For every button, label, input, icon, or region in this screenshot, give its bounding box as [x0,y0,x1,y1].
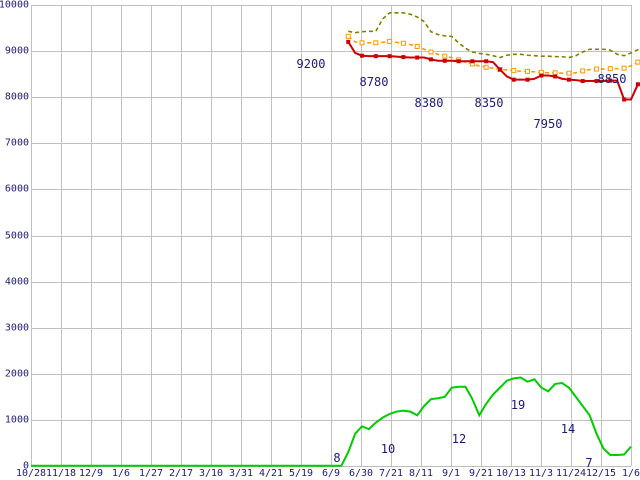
series-marker [346,39,351,44]
gridline-vertical [601,5,602,466]
gridline-vertical [91,5,92,466]
gridline-vertical [631,5,632,466]
gridline-vertical [241,5,242,466]
series-marker [470,59,475,64]
series-marker [484,59,489,64]
series-marker [566,77,571,82]
gridline-vertical [451,5,452,466]
gridline-vertical [541,5,542,466]
series-marker [594,66,600,72]
plot-area [31,5,632,467]
series-marker [400,40,406,46]
gridline-vertical [181,5,182,466]
data-point-label: 8350 [474,96,504,110]
series-marker [497,67,502,72]
series-line [348,12,640,59]
series-marker [442,53,448,59]
series-price-close [346,39,640,102]
series-marker [621,65,627,71]
y-axis: 0 1000 2000 3000 4000 5000 6000 7000 8000 9000 100… [0,0,31,480]
gridline-vertical [331,5,332,466]
gridline-vertical [481,5,482,466]
data-point-label: 14 [560,422,576,436]
series-marker [360,53,365,58]
gridline-vertical [301,5,302,466]
y-axis-tick-label: 1000 [4,414,29,426]
data-point-label: 8850 [597,72,627,86]
series-marker [622,97,627,102]
data-point-label: 12 [451,432,467,446]
y-axis-tick-label: 10000 [0,0,29,11]
data-point-label: 8 [333,451,341,465]
series-marker [607,66,613,72]
gridline-vertical [361,5,362,466]
series-marker [580,79,585,84]
series-line [347,41,640,101]
series-marker [415,55,420,60]
series-marker [429,57,433,62]
gridline-vertical [151,5,152,466]
gridline-vertical [61,5,62,466]
gridline-vertical [31,5,32,466]
gridline-vertical [121,5,122,466]
series-marker [580,68,586,74]
series-marker [442,58,447,63]
series-marker [373,54,378,59]
gridline-vertical [271,5,272,466]
gridline-vertical [571,5,572,466]
y-axis-tick-label: 6000 [4,183,29,195]
series-marker [345,33,351,39]
series-marker [414,43,420,49]
series-volume [31,376,632,467]
data-point-label: 7 [585,456,593,470]
series-line [31,376,632,467]
series-marker [553,74,558,79]
data-point-label: 8380 [414,96,444,110]
series-marker [456,59,461,64]
series-marker [525,68,531,74]
y-axis-tick-label: 8000 [4,91,29,103]
series-marker [359,40,365,46]
data-point-label: 10 [380,442,396,456]
data-point-label: 9200 [296,57,326,71]
series-marker [373,40,379,46]
data-point-label: 8780 [359,75,389,89]
series-marker [594,79,599,84]
series-marker [635,82,640,87]
series-marker [608,78,613,83]
series-marker [483,64,489,70]
gridline-vertical [511,5,512,466]
y-axis-tick-label: 7000 [4,137,29,149]
series-marker [525,77,530,82]
data-point-label: 19 [510,398,526,412]
series-marker [539,73,544,78]
series-marker [401,55,406,60]
series-price-high-band [348,12,640,59]
y-axis-tick-label: 4000 [4,276,29,288]
gridline-vertical [211,5,212,466]
series-marker [387,54,392,59]
series-marker [387,38,393,44]
gridline-vertical [421,5,422,466]
series-marker [511,77,516,82]
y-axis-tick-label: 5000 [4,230,29,241]
y-axis-tick-label: 3000 [4,322,29,334]
gridline-vertical [391,5,392,466]
y-axis-tick-label: 2000 [4,368,29,380]
data-point-label: 7950 [533,117,563,131]
series-marker [428,49,434,55]
y-axis-tick-label: 0 [22,460,29,472]
series-marker [511,67,517,73]
series-marker [566,70,572,76]
y-axis-tick-label: 9000 [4,45,29,57]
